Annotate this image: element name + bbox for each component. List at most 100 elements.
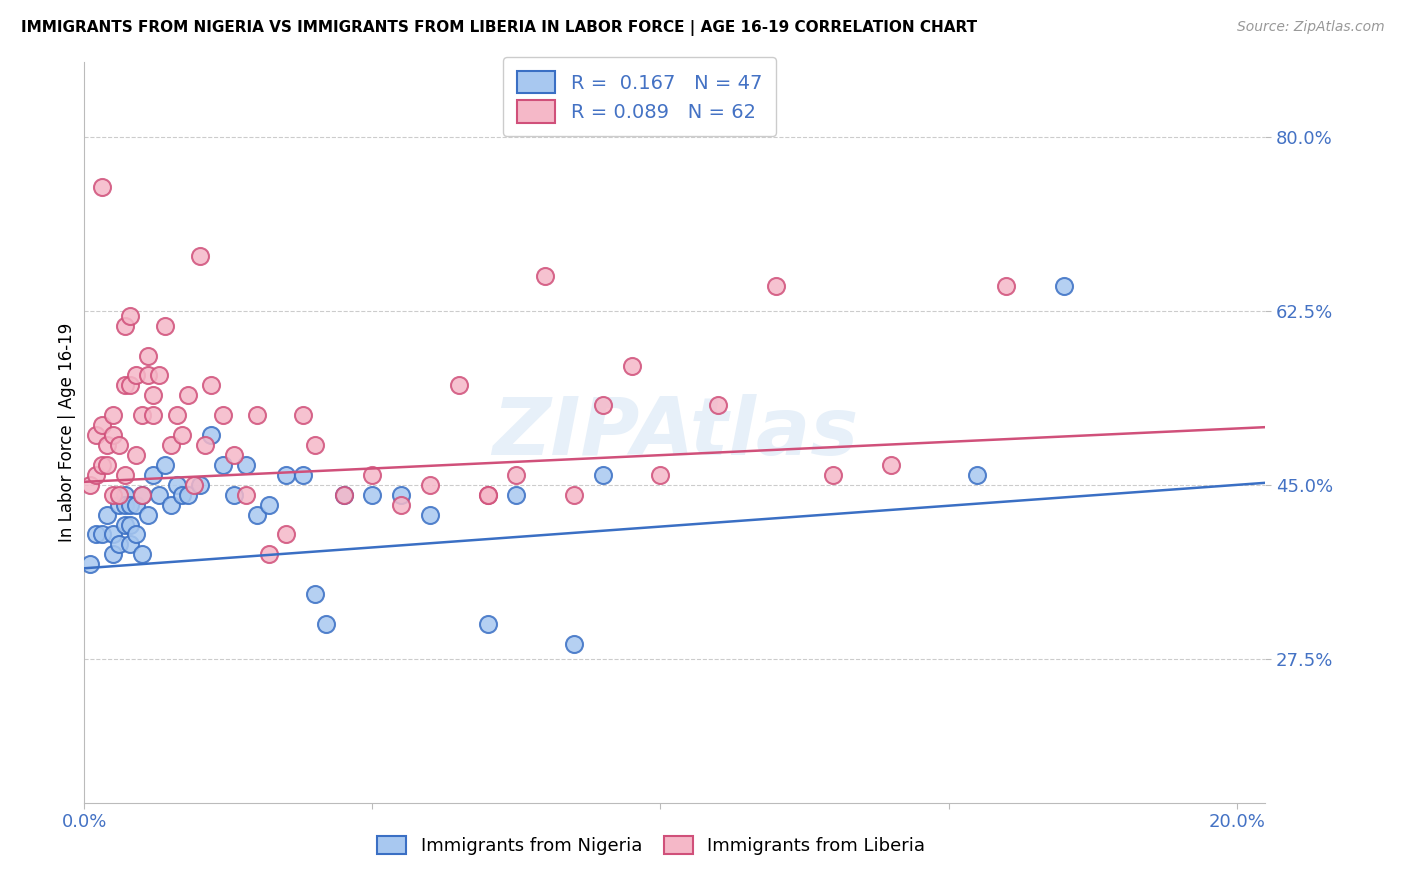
Point: [211, 458, 233, 472]
Point: [188, 249, 211, 263]
Point: [114, 378, 136, 392]
Point: [108, 537, 131, 551]
Point: [200, 428, 222, 442]
Point: [274, 527, 297, 541]
Point: [96, 508, 118, 522]
Point: [84, 527, 107, 541]
Point: [447, 378, 470, 392]
Point: [131, 488, 153, 502]
Point: [108, 498, 131, 512]
Point: [166, 409, 188, 423]
Text: Source: ZipAtlas.com: Source: ZipAtlas.com: [1237, 20, 1385, 34]
Point: [183, 477, 205, 491]
Point: [90, 458, 112, 472]
Point: [246, 508, 269, 522]
Point: [125, 498, 148, 512]
Point: [79, 477, 101, 491]
Point: [90, 179, 112, 194]
Point: [142, 388, 165, 402]
Point: [332, 488, 354, 502]
Text: ZIPAtlas: ZIPAtlas: [492, 393, 858, 472]
Point: [172, 488, 194, 502]
Point: [304, 587, 326, 601]
Point: [389, 498, 412, 512]
Point: [389, 488, 412, 502]
Point: [84, 467, 107, 482]
Point: [257, 498, 280, 512]
Point: [966, 467, 988, 482]
Point: [274, 467, 297, 482]
Point: [101, 527, 124, 541]
Point: [592, 467, 614, 482]
Point: [177, 388, 200, 402]
Point: [562, 488, 585, 502]
Point: [101, 547, 124, 561]
Point: [650, 467, 672, 482]
Point: [419, 477, 441, 491]
Point: [84, 428, 107, 442]
Y-axis label: In Labor Force | Age 16-19: In Labor Force | Age 16-19: [58, 323, 76, 542]
Point: [304, 438, 326, 452]
Point: [114, 467, 136, 482]
Point: [235, 458, 257, 472]
Point: [211, 409, 233, 423]
Point: [153, 318, 176, 333]
Point: [108, 488, 131, 502]
Point: [292, 409, 315, 423]
Point: [101, 488, 124, 502]
Point: [880, 458, 903, 472]
Point: [159, 438, 181, 452]
Legend: Immigrants from Nigeria, Immigrants from Liberia: Immigrants from Nigeria, Immigrants from…: [368, 827, 934, 864]
Point: [153, 458, 176, 472]
Point: [120, 498, 142, 512]
Point: [505, 488, 527, 502]
Point: [707, 398, 730, 412]
Point: [620, 359, 643, 373]
Point: [177, 488, 200, 502]
Point: [131, 409, 153, 423]
Point: [995, 279, 1018, 293]
Point: [172, 428, 194, 442]
Point: [114, 517, 136, 532]
Point: [120, 378, 142, 392]
Point: [224, 488, 246, 502]
Point: [315, 616, 337, 631]
Point: [188, 477, 211, 491]
Point: [142, 409, 165, 423]
Point: [114, 318, 136, 333]
Point: [131, 488, 153, 502]
Point: [114, 488, 136, 502]
Point: [90, 418, 112, 433]
Point: [235, 488, 257, 502]
Point: [96, 458, 118, 472]
Point: [823, 467, 845, 482]
Point: [477, 616, 499, 631]
Point: [125, 448, 148, 462]
Point: [292, 467, 315, 482]
Point: [136, 368, 159, 383]
Point: [79, 558, 101, 572]
Point: [120, 537, 142, 551]
Point: [136, 508, 159, 522]
Point: [96, 438, 118, 452]
Point: [477, 488, 499, 502]
Point: [224, 448, 246, 462]
Point: [125, 527, 148, 541]
Point: [246, 409, 269, 423]
Point: [257, 547, 280, 561]
Point: [142, 467, 165, 482]
Point: [101, 428, 124, 442]
Point: [136, 349, 159, 363]
Point: [534, 269, 557, 284]
Point: [200, 378, 222, 392]
Point: [148, 368, 170, 383]
Point: [120, 309, 142, 323]
Point: [101, 409, 124, 423]
Point: [148, 488, 170, 502]
Text: IMMIGRANTS FROM NIGERIA VS IMMIGRANTS FROM LIBERIA IN LABOR FORCE | AGE 16-19 CO: IMMIGRANTS FROM NIGERIA VS IMMIGRANTS FR…: [21, 20, 977, 36]
Point: [592, 398, 614, 412]
Point: [194, 438, 217, 452]
Point: [562, 637, 585, 651]
Point: [477, 488, 499, 502]
Point: [419, 508, 441, 522]
